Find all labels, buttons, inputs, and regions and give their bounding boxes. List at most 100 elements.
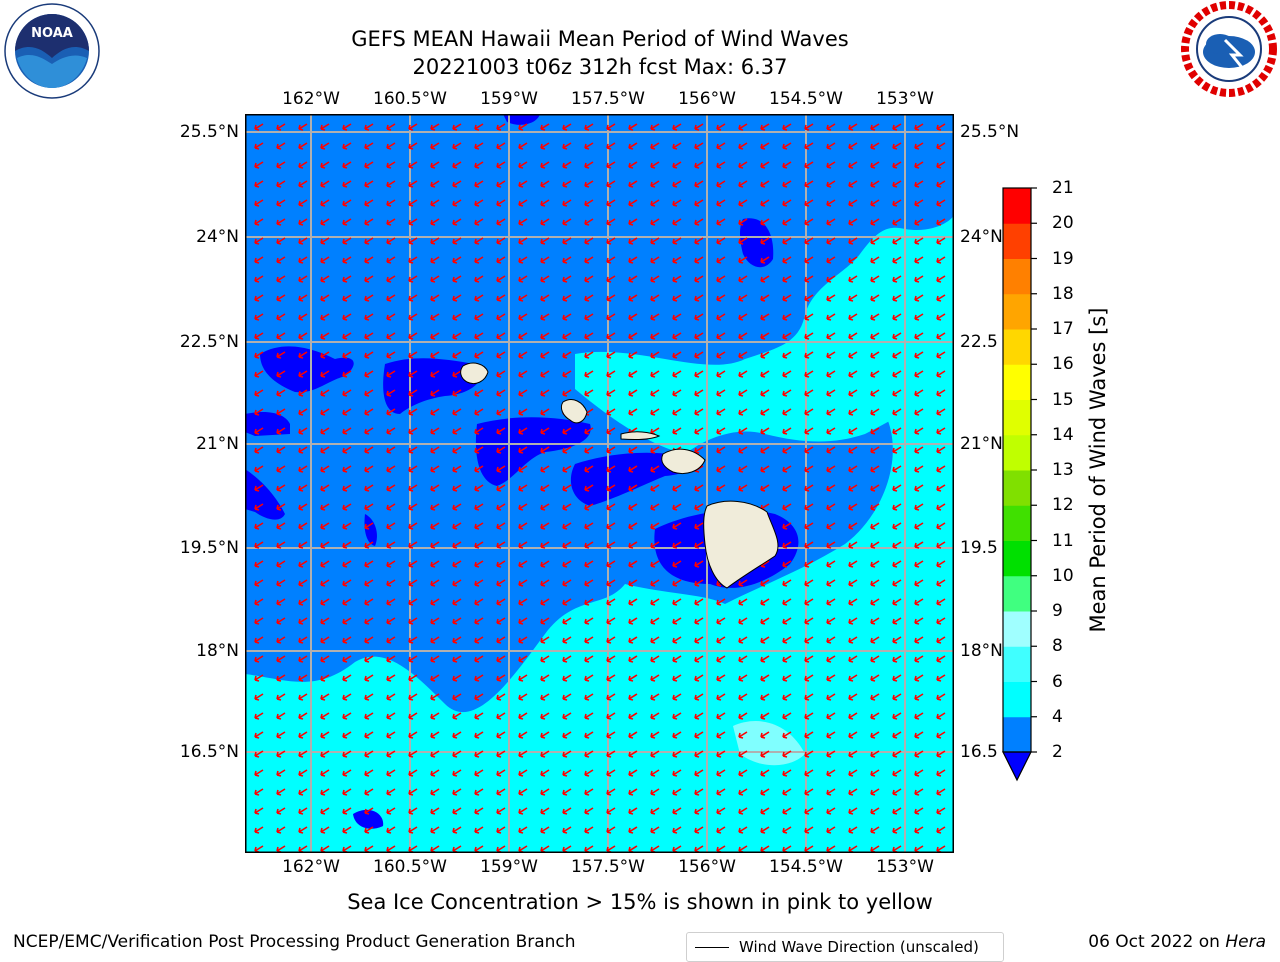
island-hawaii — [703, 500, 779, 589]
wind-wave-arrow — [914, 294, 924, 302]
wind-wave-arrow — [760, 218, 770, 226]
wind-wave-arrow — [386, 598, 396, 606]
lat-tick-right: 25.5°N — [960, 122, 1020, 142]
wind-wave-arrow — [408, 332, 418, 340]
wind-wave-arrow — [540, 370, 550, 378]
colorbar-tick-label: 4 — [1052, 706, 1063, 727]
wind-wave-arrow — [364, 465, 374, 473]
wind-wave-arrow — [782, 123, 792, 131]
wind-wave-arrow — [320, 142, 330, 150]
wind-wave-arrow — [518, 579, 528, 587]
wind-wave-arrow — [936, 655, 946, 663]
wind-wave-arrow — [892, 161, 902, 169]
footer-credit: NCEP/EMC/Verification Post Processing Pr… — [13, 932, 576, 952]
wind-wave-arrow — [826, 446, 836, 454]
wind-wave-arrow — [496, 807, 506, 815]
wind-wave-arrow — [914, 655, 924, 663]
wind-wave-arrow — [452, 807, 462, 815]
wind-wave-arrow — [738, 123, 748, 131]
wind-wave-arrow — [738, 636, 748, 644]
wind-wave-arrow — [298, 408, 308, 416]
wind-wave-arrow — [606, 199, 616, 207]
wind-wave-arrow — [870, 636, 880, 644]
wind-wave-arrow — [782, 807, 792, 815]
wind-wave-arrow — [584, 370, 594, 378]
wind-wave-arrow — [782, 579, 792, 587]
wind-wave-arrow — [496, 655, 506, 663]
wind-wave-arrow — [298, 389, 308, 397]
wind-wave-arrow — [474, 427, 484, 435]
wind-wave-arrow — [694, 712, 704, 720]
wind-wave-arrow — [540, 731, 550, 739]
island-kauai — [460, 362, 489, 385]
wind-wave-arrow — [276, 522, 286, 530]
wind-wave-arrow — [342, 807, 352, 815]
wind-wave-arrow — [606, 503, 616, 511]
wind-wave-arrow — [694, 731, 704, 739]
wind-wave-arrow — [342, 826, 352, 834]
lon-tick-bottom: 156°W — [678, 857, 736, 877]
wind-wave-arrow — [430, 560, 440, 568]
wind-wave-arrow — [342, 275, 352, 283]
wind-wave-arrow — [826, 750, 836, 758]
wind-wave-arrow — [408, 408, 418, 416]
wind-wave-arrow — [364, 313, 374, 321]
wind-wave-arrow — [716, 275, 726, 283]
wind-wave-arrow — [518, 237, 528, 245]
wind-wave-arrow — [276, 465, 286, 473]
wind-wave-arrow — [694, 655, 704, 663]
wind-wave-arrow — [892, 408, 902, 416]
wind-wave-arrow — [276, 199, 286, 207]
wind-wave-arrow — [606, 693, 616, 701]
wind-wave-arrow — [562, 123, 572, 131]
wind-wave-arrow — [496, 693, 506, 701]
wind-wave-arrow — [496, 541, 506, 549]
colorbar-tick-label: 6 — [1052, 671, 1063, 692]
wind-wave-arrow — [936, 332, 946, 340]
wind-wave-arrow — [452, 598, 462, 606]
wind-wave-arrow — [540, 750, 550, 758]
wind-wave-arrow — [804, 275, 814, 283]
wind-wave-arrow — [452, 389, 462, 397]
wind-wave-arrow — [826, 427, 836, 435]
wind-wave-arrow — [276, 123, 286, 131]
wind-wave-arrow — [584, 769, 594, 777]
wind-wave-arrow — [760, 636, 770, 644]
wind-wave-arrow — [650, 769, 660, 777]
wind-wave-arrow — [782, 313, 792, 321]
wind-wave-arrow — [892, 541, 902, 549]
wind-wave-arrow — [254, 617, 264, 625]
wind-wave-arrow — [892, 218, 902, 226]
wind-wave-arrow — [276, 389, 286, 397]
wind-wave-arrow — [474, 237, 484, 245]
wind-wave-arrow — [540, 180, 550, 188]
wind-wave-arrow — [936, 275, 946, 283]
wind-wave-arrow — [496, 389, 506, 397]
wind-wave-arrow — [342, 313, 352, 321]
colorbar-segment — [1003, 223, 1031, 259]
wind-wave-arrow — [628, 313, 638, 321]
wind-wave-arrow — [760, 712, 770, 720]
lon-tick-top: 154.5°W — [769, 89, 843, 109]
wind-wave-arrow — [298, 693, 308, 701]
wind-wave-arrow — [386, 180, 396, 188]
wind-wave-arrow — [518, 674, 528, 682]
wind-wave-arrow — [298, 541, 308, 549]
wind-wave-arrow — [694, 142, 704, 150]
wind-wave-arrow — [298, 218, 308, 226]
wind-wave-arrow — [298, 807, 308, 815]
wind-wave-arrow — [452, 275, 462, 283]
wind-wave-arrow — [386, 427, 396, 435]
wind-wave-arrow — [738, 712, 748, 720]
wind-wave-arrow — [782, 655, 792, 663]
wind-wave-arrow — [298, 351, 308, 359]
wind-wave-arrow — [848, 180, 858, 188]
wind-wave-arrow — [672, 731, 682, 739]
wind-wave-arrow — [474, 579, 484, 587]
wind-wave-arrow — [826, 788, 836, 796]
wind-wave-arrow — [892, 579, 902, 587]
colorbar-segment — [1003, 505, 1031, 541]
wind-wave-arrow — [452, 560, 462, 568]
wind-wave-arrow — [914, 807, 924, 815]
wind-wave-arrow — [672, 370, 682, 378]
